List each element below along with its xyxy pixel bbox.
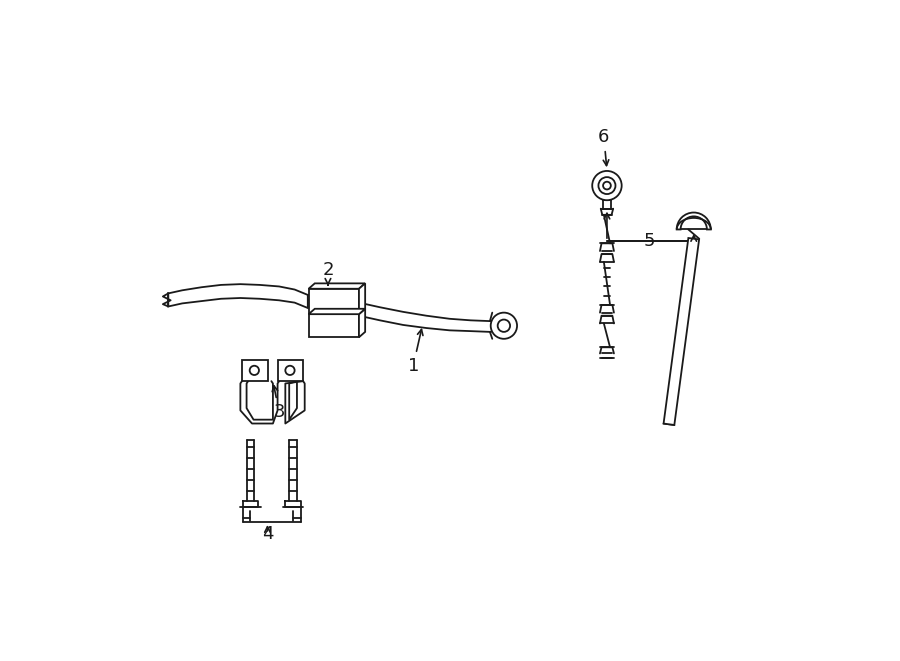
Wedge shape <box>677 213 711 229</box>
Polygon shape <box>359 309 365 337</box>
Polygon shape <box>242 360 267 381</box>
Polygon shape <box>359 303 504 332</box>
Circle shape <box>498 319 510 332</box>
Text: 1: 1 <box>408 329 423 375</box>
Polygon shape <box>168 284 308 308</box>
Polygon shape <box>309 289 359 314</box>
Polygon shape <box>309 284 365 289</box>
Polygon shape <box>309 309 365 314</box>
Polygon shape <box>309 314 359 337</box>
Circle shape <box>249 366 259 375</box>
Text: 4: 4 <box>262 525 274 543</box>
Polygon shape <box>359 284 365 314</box>
Polygon shape <box>277 360 303 381</box>
Circle shape <box>491 313 517 339</box>
Text: 6: 6 <box>598 128 609 165</box>
Circle shape <box>603 182 611 190</box>
Polygon shape <box>663 238 699 425</box>
Circle shape <box>285 366 294 375</box>
Text: 5: 5 <box>644 232 655 250</box>
Circle shape <box>598 177 616 194</box>
Text: 2: 2 <box>322 261 334 285</box>
Text: 3: 3 <box>272 386 285 421</box>
Circle shape <box>592 171 622 200</box>
